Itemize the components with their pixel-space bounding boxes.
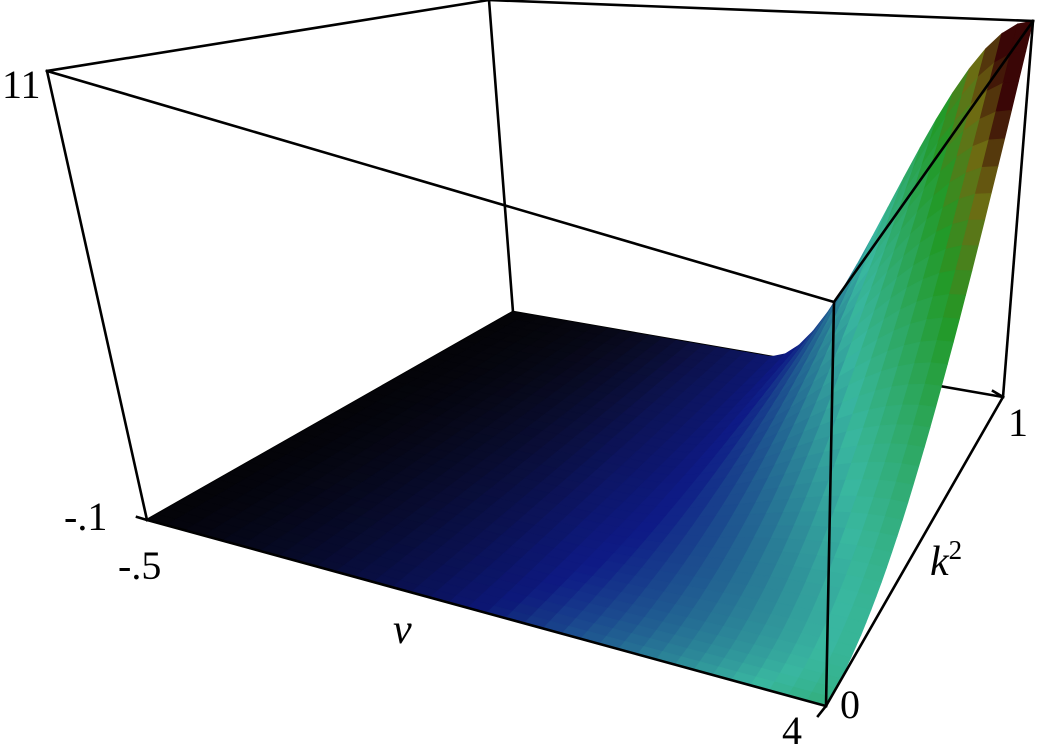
- k2-label-base: k: [930, 539, 950, 585]
- box-edge: [45, 0, 491, 73]
- x-tick-min: -.5: [118, 543, 161, 588]
- x-tick-max: 4: [782, 708, 802, 745]
- box-edge: [487, 0, 515, 314]
- box-edge: [1001, 19, 1035, 399]
- axis-tick: [135, 515, 149, 522]
- k2-tick-min: 0: [840, 682, 860, 727]
- k2-tick-max: 1: [1008, 400, 1028, 445]
- box-edge: [824, 300, 836, 708]
- axis-tick: [816, 704, 828, 718]
- bounding-box: [45, 0, 1035, 718]
- k2-label-exponent: 2: [949, 535, 963, 565]
- z-tick-top: 11: [2, 62, 41, 107]
- z-tick-bottom: -.1: [64, 494, 107, 539]
- x-axis-label: ν: [393, 607, 412, 653]
- box-edge: [45, 69, 836, 304]
- box-edge: [45, 69, 149, 522]
- axis-tick: [991, 389, 1005, 399]
- box-edge: [145, 518, 828, 708]
- surface-mesh: [145, 20, 1034, 707]
- box-edge: [487, 0, 1035, 23]
- box-edge: [824, 395, 1005, 708]
- k2-axis-label: k2: [930, 535, 962, 585]
- box-edge: [832, 19, 1035, 304]
